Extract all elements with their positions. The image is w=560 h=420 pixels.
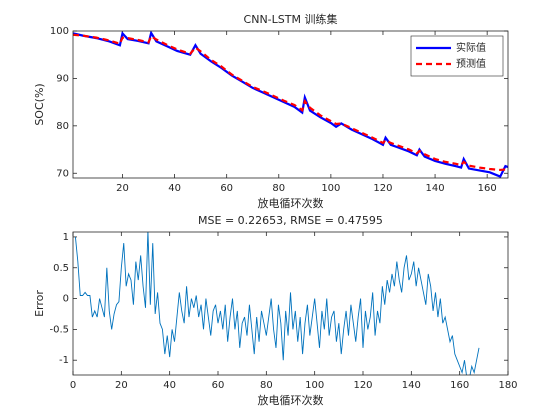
x-tick-label: 100 bbox=[321, 183, 340, 194]
y-axis-label: SOC(%) bbox=[33, 83, 46, 125]
x-tick-label: 80 bbox=[260, 380, 273, 391]
legend-label: 预测值 bbox=[456, 57, 486, 70]
y-axis-label: Error bbox=[33, 290, 46, 317]
x-tick-label: 120 bbox=[373, 183, 392, 194]
x-tick-label: 80 bbox=[272, 183, 285, 194]
y-tick-label: 1 bbox=[63, 232, 69, 243]
y-tick-label: 0 bbox=[63, 294, 69, 305]
x-tick-label: 160 bbox=[478, 183, 497, 194]
y-tick-label: 70 bbox=[56, 168, 69, 179]
x-tick-label: 140 bbox=[426, 183, 445, 194]
axes-frame bbox=[72, 231, 509, 376]
y-tick-label: -0.5 bbox=[49, 324, 69, 335]
x-tick-label: 60 bbox=[220, 183, 233, 194]
legend-label: 实际值 bbox=[456, 41, 486, 54]
axes-frame bbox=[72, 30, 509, 179]
x-axis-label: 放电循环次数 bbox=[258, 196, 324, 210]
y-tick-label: 90 bbox=[56, 73, 69, 84]
x-tick-label: 20 bbox=[115, 380, 128, 391]
chart-title: MSE = 0.22653, RMSE = 0.47595 bbox=[198, 214, 383, 227]
y-tick-label: -1 bbox=[59, 355, 69, 366]
x-tick-label: 60 bbox=[212, 380, 225, 391]
y-tick-label: 0.5 bbox=[53, 263, 69, 274]
y-tick-label: 100 bbox=[50, 26, 69, 37]
legend-box bbox=[410, 35, 504, 77]
x-tick-label: 140 bbox=[402, 380, 421, 391]
series-line bbox=[73, 31, 508, 178]
x-tick-label: 40 bbox=[168, 183, 181, 194]
x-tick-label: 120 bbox=[353, 380, 372, 391]
x-tick-label: 40 bbox=[163, 380, 176, 391]
x-tick-label: 0 bbox=[70, 380, 76, 391]
series-line bbox=[73, 33, 508, 172]
x-axis-label: 放电循环次数 bbox=[258, 393, 324, 407]
y-tick-label: 80 bbox=[56, 121, 69, 132]
chart-title: CNN-LSTM 训练集 bbox=[244, 12, 338, 26]
x-tick-label: 160 bbox=[450, 380, 469, 391]
x-tick-label: 180 bbox=[498, 380, 517, 391]
x-tick-label: 20 bbox=[116, 183, 129, 194]
series-line bbox=[74, 232, 480, 375]
axes-bg bbox=[73, 232, 508, 375]
x-tick-label: 100 bbox=[305, 380, 324, 391]
